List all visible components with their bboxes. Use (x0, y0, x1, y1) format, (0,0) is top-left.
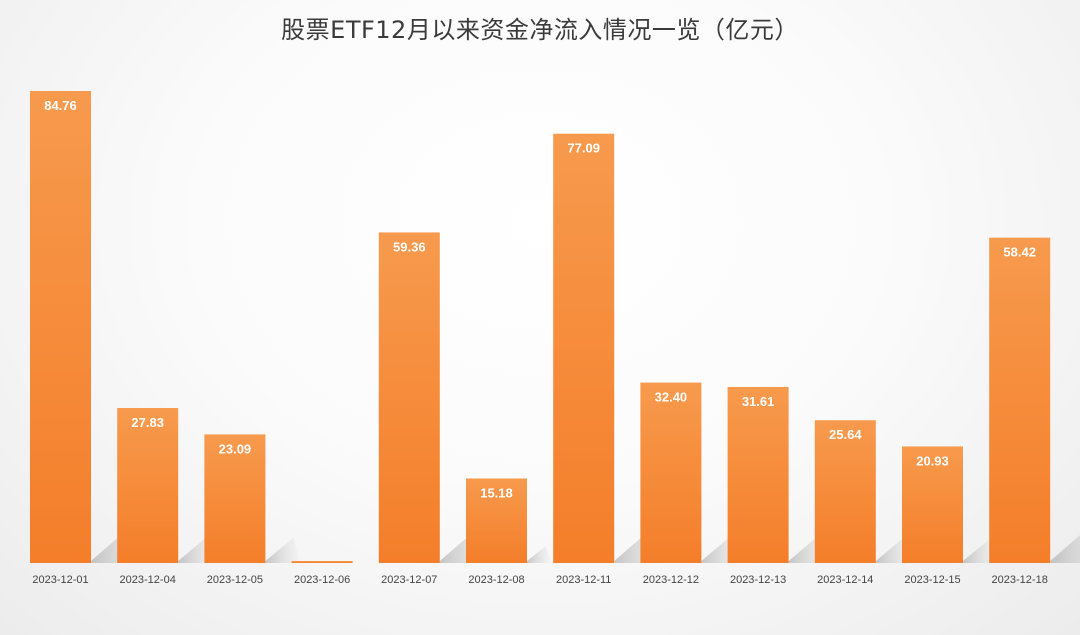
bar-2023-12-11[interactable] (553, 133, 615, 563)
bar-2023-12-04[interactable] (117, 408, 179, 563)
bar-shadow (527, 546, 552, 563)
bar-value-label: 31.61 (742, 394, 775, 409)
bar-value-label: 32.40 (655, 390, 688, 405)
value-labels-group: 84.76 27.83 23.09 59.36 15.18 77.09 32.40 31.61… (44, 98, 1036, 500)
x-tick-label: 2023-12-18 (992, 574, 1048, 586)
bar-value-label: 27.83 (131, 415, 164, 430)
x-tick-label: 2023-12-05 (207, 574, 263, 586)
bar-2023-12-13[interactable] (727, 386, 789, 563)
x-tick-label: 2023-12-14 (817, 574, 873, 586)
bar-2023-12-07[interactable] (378, 232, 440, 563)
bar-2023-12-15[interactable] (902, 446, 963, 563)
x-tick-label: 2023-12-08 (468, 574, 524, 586)
x-tick-label: 2023-12-06 (294, 574, 350, 586)
bar-value-label: 58.42 (1003, 245, 1036, 260)
x-tick-label: 2023-12-04 (120, 574, 176, 586)
bar-2023-12-05[interactable] (204, 434, 266, 563)
bar-shadow (1050, 535, 1080, 563)
bar-value-label: 20.93 (916, 453, 949, 468)
x-axis-ticks: 2023-12-01 2023-12-04 2023-12-05 2023-12-06… (32, 574, 1047, 586)
bar-shadow (265, 537, 300, 563)
bar-2023-12-01[interactable] (30, 91, 91, 563)
bar-value-label: 23.09 (219, 441, 252, 456)
x-tick-label: 2023-12-07 (381, 574, 437, 586)
bar-value-label: 84.76 (44, 98, 77, 113)
x-tick-label: 2023-12-13 (730, 574, 786, 586)
bar-2023-12-06[interactable] (291, 561, 353, 563)
bar-value-label: 25.64 (829, 427, 862, 442)
bar-value-label: 59.36 (393, 239, 426, 254)
bar-2023-12-08[interactable] (466, 478, 527, 563)
bar-shadow (963, 539, 995, 563)
x-tick-label: 2023-12-11 (556, 574, 611, 586)
x-tick-label: 2023-12-12 (643, 574, 699, 586)
x-tick-label: 2023-12-01 (32, 574, 88, 586)
bar-2023-12-14[interactable] (814, 420, 876, 563)
bars-group (30, 91, 1051, 563)
bar-2023-12-18[interactable] (989, 237, 1051, 563)
bar-2023-12-12[interactable] (640, 382, 702, 563)
bar-value-label: 15.18 (480, 485, 513, 500)
x-tick-label: 2023-12-15 (904, 574, 960, 586)
bar-value-label: 77.09 (567, 141, 600, 156)
chart-title: 股票ETF12月以来资金净流入情况一览（亿元） (281, 16, 799, 44)
